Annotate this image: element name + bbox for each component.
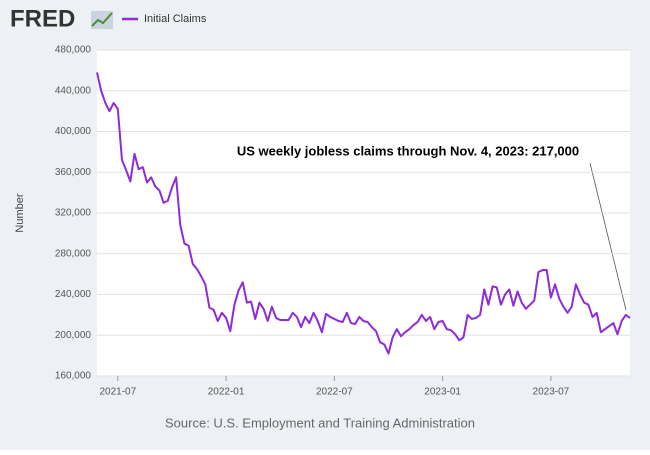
annotation: US weekly jobless claims through Nov. 4,… [237, 143, 579, 158]
y-tick-label: 440,000 [55, 85, 92, 96]
y-tick-label: 320,000 [55, 208, 92, 219]
y-tick-label: 240,000 [55, 289, 92, 300]
annotation-pointer [589, 162, 627, 311]
x-tick-label: 2023-01 [424, 387, 461, 398]
legend-label: Initial Claims [144, 13, 207, 25]
y-tick-label: 160,000 [55, 371, 92, 382]
y-tick-label: 280,000 [55, 248, 92, 259]
x-tick-label: 2021-07 [99, 387, 136, 398]
x-tick-label: 2022-07 [316, 387, 353, 398]
y-tick-label: 360,000 [55, 167, 92, 178]
logo: FRED [10, 5, 75, 32]
y-tick-label: 400,000 [55, 126, 92, 137]
y-tick-label: 200,000 [55, 330, 92, 341]
y-tick-label: 480,000 [55, 45, 92, 56]
x-tick-label: 2022-01 [208, 387, 245, 398]
source: Source: U.S. Employment and Training Adm… [165, 415, 475, 430]
logo-icon [91, 11, 113, 29]
x-tick-label: 2023-07 [533, 387, 570, 398]
series-line [96, 72, 631, 355]
y-axis-label: Number [14, 193, 26, 232]
